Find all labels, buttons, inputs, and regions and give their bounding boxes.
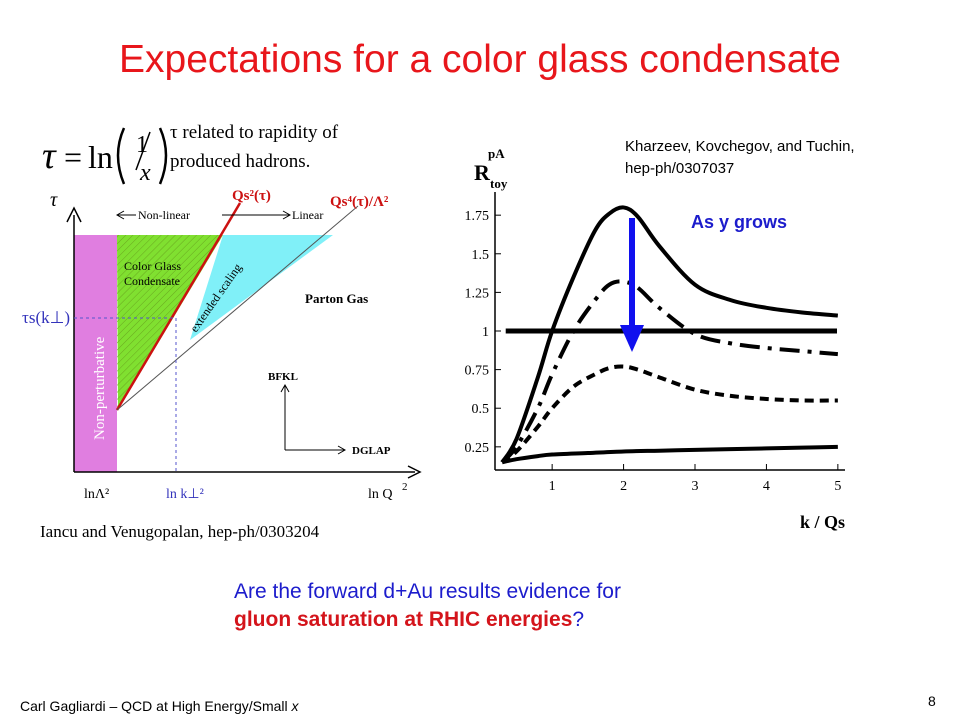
x-tick-label: 5	[834, 479, 841, 494]
x-tick-label: 1	[549, 479, 556, 494]
saturation-line	[115, 202, 242, 411]
svg-text:ln: ln	[88, 139, 113, 175]
y-tick-label: 0.25	[465, 441, 490, 456]
question-plain: Are the forward d+Au results evidence fo…	[234, 580, 621, 603]
x-axis-label: ln Q	[368, 487, 393, 502]
x-axis-label: k / Qs	[800, 512, 845, 532]
svg-text:x: x	[139, 160, 151, 186]
question-highlight: gluon saturation at RHIC energies	[234, 608, 573, 631]
chart-series	[500, 205, 839, 465]
y-label-sub: toy	[490, 176, 508, 191]
svg-text:=: =	[64, 139, 82, 175]
y-label-sup: pA	[488, 146, 505, 161]
dglap-label: DGLAP	[352, 445, 391, 457]
x-tick-label: 4	[763, 479, 770, 494]
y-tick-label: 1.25	[465, 286, 490, 301]
x-tick-label: 3	[692, 479, 699, 494]
scaling-line	[116, 205, 359, 411]
y-tick-label: 0.5	[472, 402, 490, 417]
series-line-1	[500, 279, 839, 464]
bfkl-label: BFKL	[268, 371, 298, 383]
y-tick-label: 1.75	[465, 209, 490, 224]
x-axis-label-sup: 2	[402, 481, 408, 493]
parton-gas-label: Parton Gas	[305, 291, 368, 306]
slide-title: Expectations for a color glass condensat…	[119, 38, 841, 81]
tau-formula: τ = ln 1 x	[42, 127, 168, 186]
svg-text:τ: τ	[42, 135, 57, 177]
y-label-main: R	[474, 160, 491, 185]
svg-text:1: 1	[136, 132, 148, 158]
left-reference: Iancu and Venugopalan, hep-ph/0303204	[40, 522, 320, 541]
chart-ticks: 1 2 3 4 5 0.25 0.5 0.75 1 1.25 1.5 1.75	[465, 209, 842, 494]
tau-definition-note: τ related to rapidity of produced hadron…	[170, 122, 339, 172]
question-text: Are the forward d+Au results evidence fo…	[234, 578, 621, 634]
y-axis-label: τ	[50, 189, 58, 211]
cgc-phase-diagram: Non-linear Linear Qs²(τ) Qs⁴(τ)/Λ² Color…	[22, 188, 422, 502]
right-reference: Kharzeev, Kovchegov, and Tuchin, hep-ph/…	[625, 138, 855, 177]
non-perturbative-region	[74, 235, 117, 472]
y-tick-label: 1	[482, 325, 489, 340]
x-tick-lnlambda: lnΛ²	[84, 487, 109, 502]
y-tick-label: 1.5	[472, 248, 490, 263]
y-tick-label: 0.75	[465, 364, 490, 379]
series-line-0	[500, 205, 839, 464]
regime-label-linear: Linear	[292, 208, 323, 222]
page-number: 8	[928, 693, 936, 709]
series-line-3	[501, 444, 838, 465]
y-tick-taus: τs(k⊥)	[22, 308, 70, 327]
regime-label-nonlinear: Non-linear	[138, 208, 190, 222]
rtoy-chart: R toy pA k / Qs 1 2 3 4 5 0.25 0.5 0.75 1 1.25 1.5…	[465, 146, 846, 532]
question-end: ?	[572, 608, 585, 631]
x-tick-label: 2	[620, 479, 627, 494]
x-tick-lnk: ln k⊥²	[166, 487, 204, 502]
cgc-label-line1: Color Glass	[124, 259, 181, 273]
footer: Carl Gagliardi – QCD at High Energy/Smal…	[20, 698, 299, 714]
cgc-label-line2: Condensate	[124, 274, 180, 288]
curve-label-qs4: Qs⁴(τ)/Λ²	[330, 194, 389, 210]
arrow-head	[620, 325, 644, 352]
footer-x: x	[291, 698, 299, 714]
arrow-annotation: As y grows	[691, 212, 788, 232]
footer-text: Carl Gagliardi – QCD at High Energy/Smal…	[20, 698, 292, 714]
curve-label-qs2: Qs²(τ)	[232, 188, 271, 204]
non-perturbative-label: Non-perturbative	[92, 336, 108, 440]
